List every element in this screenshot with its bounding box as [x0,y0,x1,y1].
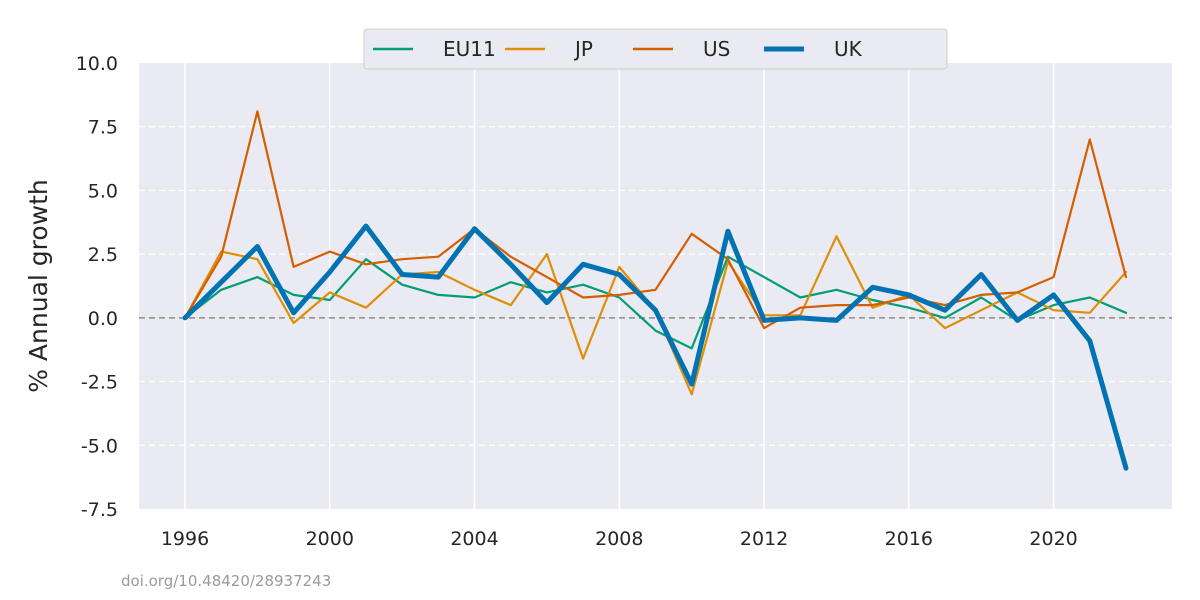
plot-background [139,63,1172,509]
y-gridlines [139,126,1172,446]
x-tick-label: 2016 [885,528,933,550]
x-tick-label: 2004 [450,528,498,550]
y-tick-label: 2.5 [88,244,118,266]
legend: EU11 JP US UK [363,28,948,70]
legend-label-jp: JP [573,37,593,61]
y-tick-label: 0.0 [88,308,118,330]
y-tick-label: -5.0 [81,435,118,457]
legend-label-eu11: EU11 [443,37,496,61]
y-tick-labels: 10.0 7.5 5.0 2.5 0.0 -2.5 -5.0 -7.5 [76,53,118,521]
series-line-uk [182,223,1129,471]
y-tick-label: 7.5 [88,117,118,139]
x-tick-label: 2020 [1029,528,1077,550]
y-tick-label: 5.0 [88,180,118,202]
x-tick-label: 2008 [595,528,643,550]
y-axis-title: % Annual growth [24,179,53,393]
x-gridlines [184,63,1055,509]
x-tick-label: 2000 [306,528,354,550]
series-line-eu11 [183,255,1128,350]
x-tick-label: 1996 [161,528,209,550]
x-tick-labels: 1996 2000 2004 2008 2012 2016 2020 [161,528,1078,550]
series-layer [182,110,1129,471]
legend-label-uk: UK [834,37,863,61]
y-tick-label: -2.5 [81,372,118,394]
y-tick-label: -7.5 [81,499,118,521]
doi-footer: doi.org/10.48420/28937243 [121,572,331,590]
x-tick-label: 2012 [740,528,788,550]
legend-label-us: US [703,37,730,61]
y-tick-label: 10.0 [76,53,118,75]
